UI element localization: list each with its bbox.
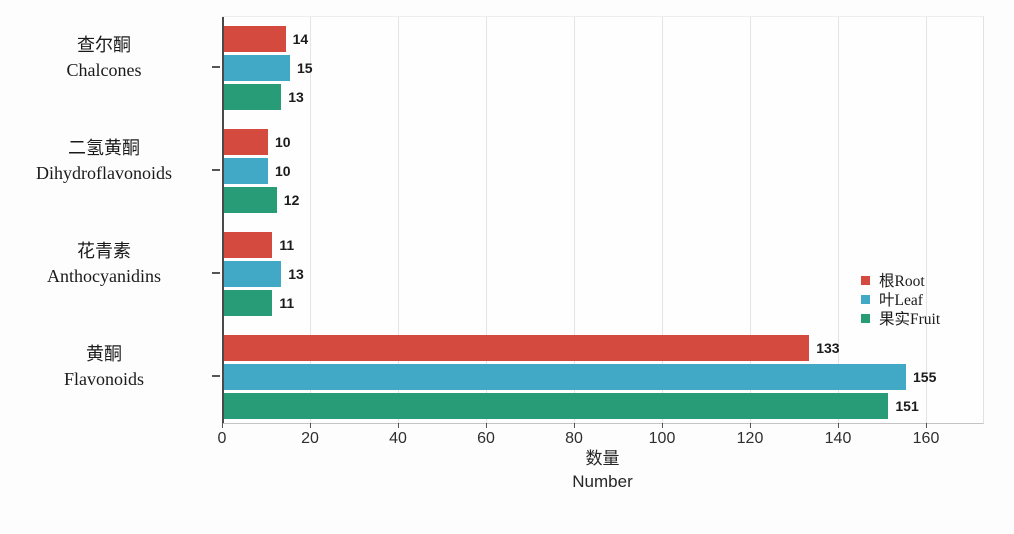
bar-value-label: 13	[288, 89, 304, 105]
x-tick-0	[222, 423, 223, 428]
gridline-140	[838, 17, 839, 423]
category-label-zh: 查尔酮	[77, 35, 131, 55]
gridline-40	[398, 17, 399, 423]
x-tick-140	[838, 423, 839, 428]
bar-anthocyanidins-leaf	[224, 261, 282, 287]
bar-value-label: 10	[275, 163, 291, 179]
legend-swatch	[861, 275, 870, 285]
category-label-zh: 二氢黄酮	[68, 138, 140, 158]
y-tick-flavonoids	[212, 375, 220, 377]
x-axis-title-zh: 数量	[585, 449, 620, 468]
x-tick-60	[486, 423, 487, 428]
category-label-en: Anthocyanidins	[47, 266, 161, 286]
legend-label: 根Root	[879, 273, 925, 290]
category-label-zh: 黄酮	[86, 344, 122, 364]
category-label-zh: 花青素	[77, 241, 131, 261]
category-label-anthocyanidins: 花青素 Anthocyanidins	[0, 239, 208, 289]
legend-label: 叶Leaf	[879, 292, 923, 309]
gridline-160	[926, 17, 927, 423]
bar-value-label: 12	[283, 192, 300, 208]
gridline-20	[310, 17, 311, 423]
legend-item-leaf: 叶Leaf	[861, 290, 940, 309]
bar-chalcones-fruit	[224, 84, 282, 110]
gridline-60	[486, 17, 487, 423]
y-axis-line	[222, 17, 224, 423]
legend-item-root: 根Root	[861, 271, 940, 290]
bar-anthocyanidins-root	[224, 232, 273, 258]
bar-value-label: 15	[297, 60, 313, 76]
gridline-80	[574, 17, 575, 423]
category-label-en: Dihydroflavonoids	[36, 163, 172, 183]
x-axis-title-en: Number	[572, 472, 633, 491]
category-label-dihydroflavonoids: 二氢黄酮 Dihydroflavonoids	[0, 136, 208, 186]
bar-anthocyanidins-fruit	[224, 290, 273, 316]
category-label-chalcones: 查尔酮 Chalcones	[0, 33, 208, 83]
legend-label: 果实Fruit	[879, 311, 941, 328]
y-tick-anthocyanidins	[212, 272, 220, 274]
bar-chalcones-leaf	[224, 55, 290, 81]
x-tick-label-20: 20	[301, 430, 319, 447]
x-tick-label-80: 80	[565, 430, 583, 447]
bar-value-label: 151	[895, 398, 919, 414]
x-tick-label-40: 40	[389, 430, 407, 447]
x-tick-label-140: 140	[824, 430, 852, 447]
y-tick-dihydroflavonoids	[212, 169, 220, 171]
category-label-flavonoids: 黄酮 Flavonoids	[0, 342, 208, 392]
x-tick-label-120: 120	[736, 430, 764, 447]
legend-item-fruit: 果实Fruit	[861, 309, 941, 328]
x-tick-20	[310, 423, 311, 428]
x-tick-100	[662, 423, 663, 428]
x-tick-label-0: 0	[217, 430, 227, 447]
bar-dihydroflavonoids-root	[224, 129, 268, 155]
x-tick-120	[750, 423, 751, 428]
gridline-120	[750, 17, 751, 423]
x-tick-160	[926, 423, 927, 428]
bar-dihydroflavonoids-fruit	[224, 187, 277, 213]
bar-value-label: 155	[913, 369, 937, 385]
x-tick-label-100: 100	[648, 430, 676, 447]
bar-chalcones-root	[224, 26, 286, 52]
bar-value-label: 11	[279, 295, 295, 311]
y-tick-chalcones	[212, 66, 220, 68]
legend-swatch	[861, 294, 870, 304]
x-tick-label-60: 60	[477, 430, 495, 447]
x-tick-label-160: 160	[912, 430, 940, 447]
bar-flavonoids-root	[224, 335, 810, 361]
legend: 根Root 叶Leaf 果实Fruit	[861, 271, 940, 328]
category-label-en: Flavonoids	[63, 369, 144, 389]
bar-value-label: 14	[292, 31, 309, 47]
bar-value-label: 11	[279, 237, 295, 253]
gridline-100	[662, 17, 663, 423]
bar-value-label: 10	[275, 134, 291, 150]
category-label-en: Chalcones	[66, 60, 142, 80]
x-tick-40	[398, 423, 399, 428]
plot-area: 14 15 13 10 10 12 11 13 11 133 155 151	[222, 16, 984, 424]
bar-dihydroflavonoids-leaf	[224, 158, 268, 184]
legend-swatch	[861, 313, 870, 323]
bar-value-label: 13	[288, 266, 304, 282]
bar-value-label: 133	[816, 340, 840, 356]
bar-flavonoids-fruit	[224, 393, 889, 419]
bar-flavonoids-leaf	[224, 364, 906, 390]
x-axis-title: 数量 Number	[222, 447, 983, 493]
x-tick-80	[574, 423, 575, 428]
